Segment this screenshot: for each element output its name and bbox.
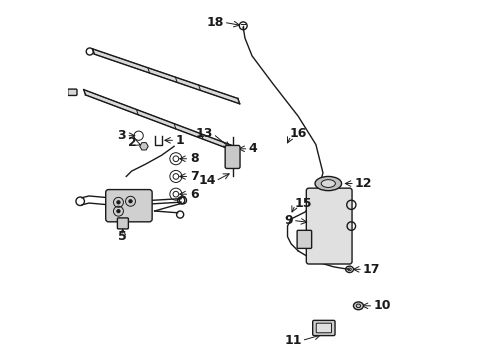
Text: 11: 11 bbox=[284, 334, 302, 347]
Polygon shape bbox=[84, 90, 236, 152]
FancyBboxPatch shape bbox=[316, 323, 331, 333]
Text: 18: 18 bbox=[206, 16, 224, 29]
Text: 2: 2 bbox=[128, 136, 137, 149]
Text: 3: 3 bbox=[118, 129, 126, 142]
FancyBboxPatch shape bbox=[118, 218, 128, 229]
Text: 17: 17 bbox=[363, 263, 381, 276]
Text: 8: 8 bbox=[190, 152, 198, 165]
Circle shape bbox=[117, 201, 120, 204]
Ellipse shape bbox=[321, 180, 335, 188]
Ellipse shape bbox=[353, 302, 364, 310]
Text: 13: 13 bbox=[196, 127, 213, 140]
FancyBboxPatch shape bbox=[306, 188, 352, 264]
Text: 10: 10 bbox=[373, 299, 391, 312]
FancyBboxPatch shape bbox=[68, 89, 77, 95]
Text: 5: 5 bbox=[119, 230, 127, 243]
Text: 15: 15 bbox=[294, 197, 312, 210]
Polygon shape bbox=[140, 143, 148, 150]
FancyBboxPatch shape bbox=[297, 230, 312, 248]
Polygon shape bbox=[93, 49, 240, 104]
Text: 9: 9 bbox=[284, 214, 293, 227]
Text: 7: 7 bbox=[190, 170, 199, 183]
Text: 16: 16 bbox=[289, 127, 307, 140]
Text: 14: 14 bbox=[198, 174, 216, 188]
Text: 12: 12 bbox=[355, 177, 372, 190]
Text: 1: 1 bbox=[175, 134, 184, 147]
Ellipse shape bbox=[315, 176, 342, 191]
Text: 6: 6 bbox=[190, 188, 198, 201]
Text: 4: 4 bbox=[248, 142, 257, 155]
FancyBboxPatch shape bbox=[313, 320, 335, 336]
Circle shape bbox=[117, 210, 120, 213]
Circle shape bbox=[129, 199, 132, 203]
FancyBboxPatch shape bbox=[225, 145, 240, 168]
FancyBboxPatch shape bbox=[106, 190, 152, 222]
